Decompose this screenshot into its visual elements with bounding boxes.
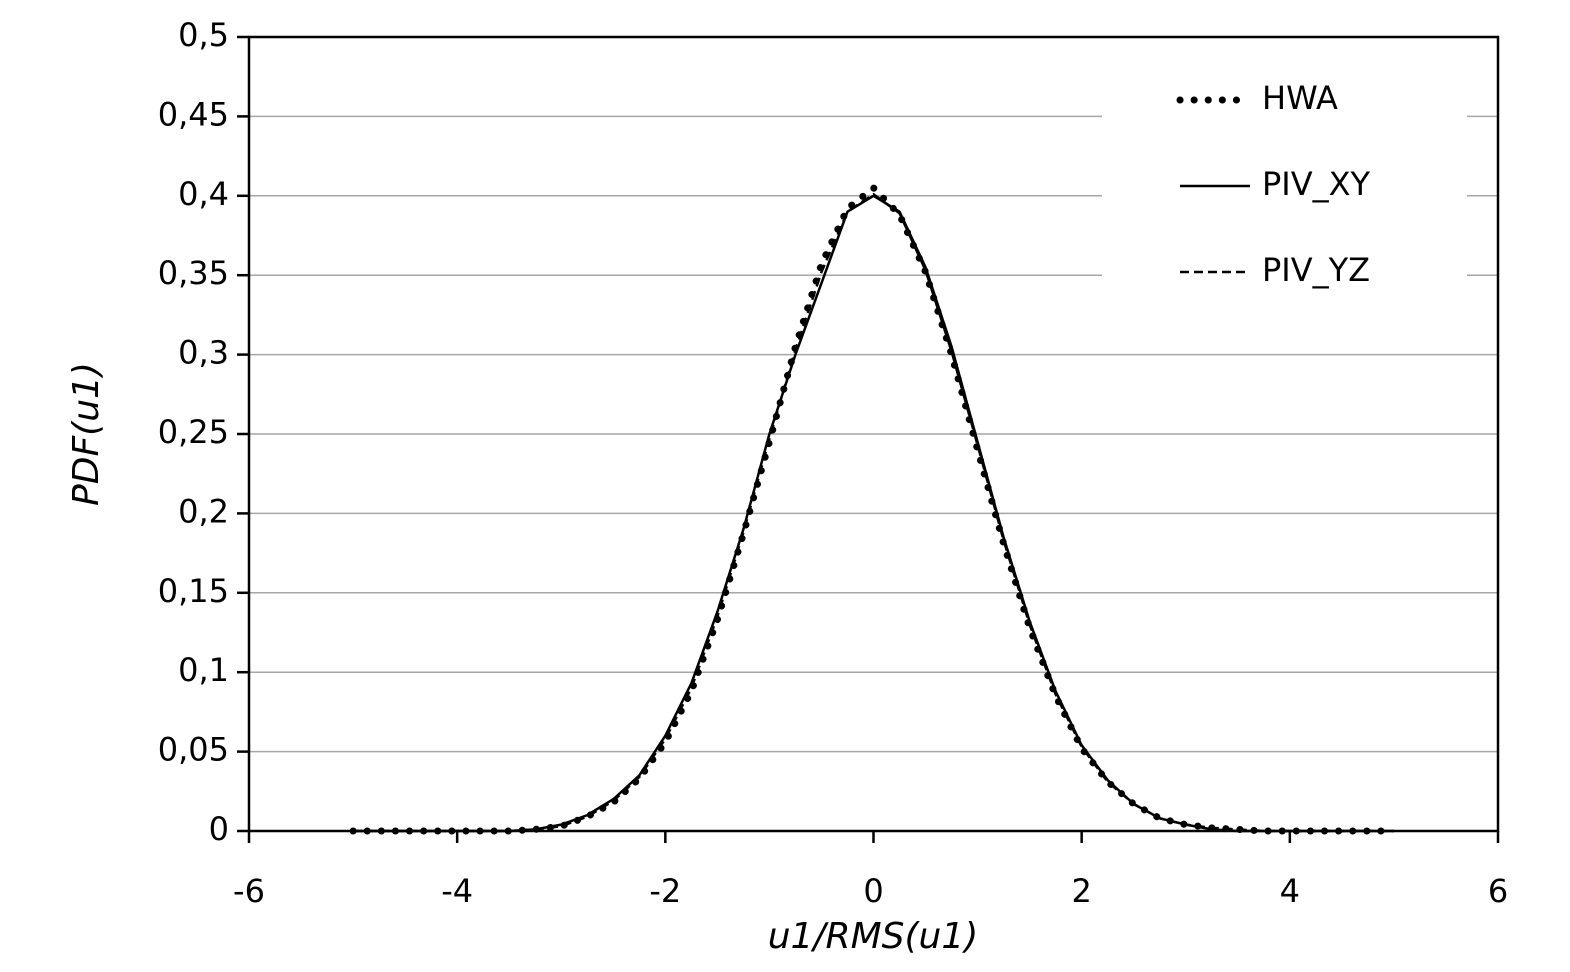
y-axis-title: PDF(u1) bbox=[66, 362, 107, 506]
y-tick-label: 0,35 bbox=[158, 254, 229, 292]
x-tick-label: 2 bbox=[1071, 872, 1091, 910]
x-tick-label: -4 bbox=[441, 872, 473, 910]
y-tick-label: 0,45 bbox=[158, 95, 229, 133]
y-tick-label: 0,1 bbox=[178, 651, 229, 689]
y-tick-label: 0,15 bbox=[158, 572, 229, 610]
legend-label: PIV_YZ bbox=[1262, 251, 1370, 289]
y-tick-label: 0,05 bbox=[158, 731, 229, 769]
x-tick-label: 6 bbox=[1488, 872, 1508, 910]
x-tick-label: -2 bbox=[649, 872, 681, 910]
y-tick-label: 0 bbox=[209, 810, 229, 848]
x-tick-label: 0 bbox=[863, 872, 883, 910]
y-tick-label: 0,5 bbox=[178, 16, 229, 54]
plot-frame bbox=[247, 35, 1500, 833]
legend-label: PIV_XY bbox=[1262, 165, 1371, 203]
y-tick-label: 0,25 bbox=[158, 413, 229, 451]
x-tick-label: 4 bbox=[1280, 872, 1300, 910]
y-tick-label: 0,2 bbox=[178, 492, 229, 530]
y-tick-label: 0,3 bbox=[178, 334, 229, 372]
y-tick-label: 0,4 bbox=[178, 175, 229, 213]
legend-label: HWA bbox=[1262, 79, 1338, 117]
legend-box bbox=[1102, 68, 1467, 298]
x-tick-label: -6 bbox=[233, 872, 265, 910]
series-line bbox=[349, 184, 1398, 835]
x-axis-title: u1/RMS(u1) bbox=[768, 916, 979, 957]
